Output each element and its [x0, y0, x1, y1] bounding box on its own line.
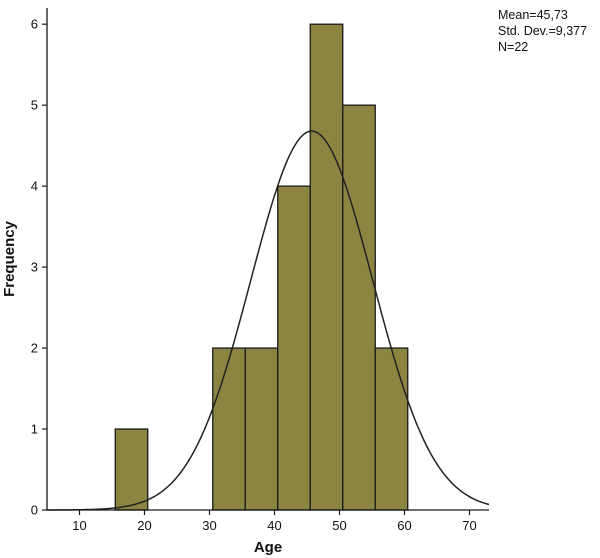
statistics-box: Mean=45,73 Std. Dev.=9,377 N=22	[498, 8, 587, 54]
x-tick-label: 50	[332, 518, 346, 533]
axes-group	[46, 8, 489, 511]
y-tick-label: 3	[31, 260, 38, 275]
stat-mean: Mean=45,73	[498, 8, 568, 22]
x-axis-title: Age	[254, 539, 282, 556]
y-axis-title: Frequency	[1, 220, 18, 297]
histogram-bar-7	[374, 347, 409, 511]
x-tick-label: 70	[462, 518, 476, 533]
x-tick-label: 40	[267, 518, 281, 533]
y-tick-label: 0	[31, 503, 38, 518]
ticks-group: 0 1 2 3 4 5 6 10 20 30 40 50 60 70	[31, 17, 477, 533]
y-tick-label: 4	[31, 179, 38, 194]
y-tick-label: 1	[31, 422, 38, 437]
histogram-bar-2	[212, 347, 246, 511]
y-tick-label: 6	[31, 17, 38, 32]
x-tick-label: 60	[397, 518, 411, 533]
normal-curve	[47, 130, 490, 511]
histogram-bar-4	[277, 185, 311, 511]
histogram-bar-5	[309, 23, 344, 511]
y-tick-label: 5	[31, 98, 38, 113]
x-tick-label: 30	[202, 518, 216, 533]
histogram-bar-6	[342, 104, 376, 511]
stat-n: N=22	[498, 40, 528, 54]
x-tick-label: 10	[72, 518, 86, 533]
x-tick-label: 20	[137, 518, 151, 533]
stat-std-dev: Std. Dev.=9,377	[498, 24, 587, 38]
histogram-bar-3	[244, 347, 279, 511]
histogram-bar-1	[114, 428, 149, 511]
y-tick-label: 2	[31, 341, 38, 356]
bars-group	[114, 23, 409, 511]
